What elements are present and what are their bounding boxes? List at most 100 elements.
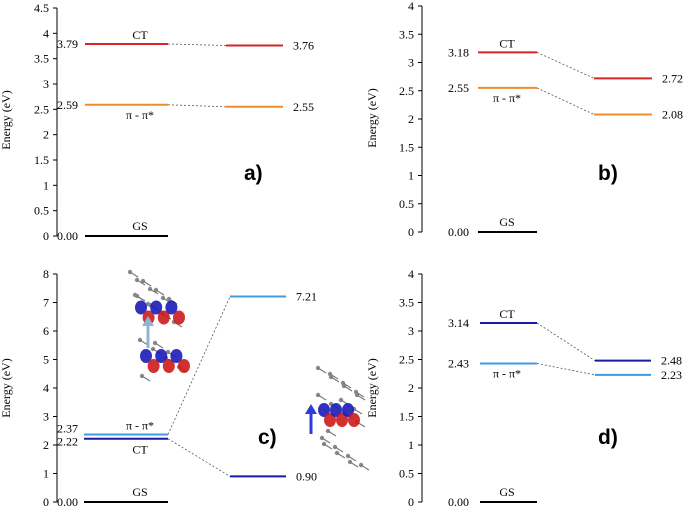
bond xyxy=(342,382,352,389)
bond xyxy=(336,452,346,459)
level-value-label: 2.23 xyxy=(661,368,682,382)
y-tick-label: 0 xyxy=(43,495,49,507)
orbital-lobe xyxy=(147,359,160,373)
orbital-lobe xyxy=(150,300,163,315)
y-tick-label: 3 xyxy=(43,410,49,424)
orbital-lobe xyxy=(330,403,342,417)
orbital-lobe xyxy=(178,359,190,373)
y-tick-label: 3.5 xyxy=(399,296,414,310)
orbital-lobe xyxy=(348,413,360,427)
y-tick-label: 2 xyxy=(408,381,414,395)
bond xyxy=(353,408,363,415)
bond xyxy=(317,367,327,374)
bond xyxy=(136,279,146,286)
y-tick-label: 3.5 xyxy=(34,52,49,66)
y-tick-label: 4 xyxy=(43,26,49,40)
y-tick-label: 1 xyxy=(43,467,49,481)
y-tick-label: 8 xyxy=(43,267,49,281)
y-tick-label: 3 xyxy=(408,56,414,70)
bond xyxy=(355,391,365,398)
state-name-label: CT xyxy=(499,36,515,50)
bond xyxy=(129,271,139,278)
bond xyxy=(317,394,327,401)
level-value-label: 2.08 xyxy=(662,107,683,121)
level-value-label: 0.00 xyxy=(448,225,469,239)
y-tick-label: 1.5 xyxy=(399,410,414,424)
bond xyxy=(349,461,359,468)
state-name-label: π - π* xyxy=(493,91,521,105)
level-value-label: 3.76 xyxy=(293,38,314,52)
panel-c: 0 1 2 3 4 5 6 7 8 Energy (eV) 2.37 π - π* 2.22 CT 0.00… xyxy=(0,267,370,507)
panel-letter: a) xyxy=(244,162,263,185)
y-tick-label: 0 xyxy=(43,229,49,243)
y-tick-label: 1 xyxy=(408,438,414,452)
level-value-label: 2.55 xyxy=(448,81,469,95)
bond xyxy=(154,342,164,349)
y-tick-label: 3 xyxy=(408,324,414,338)
y-tick-label: 1 xyxy=(408,169,414,183)
level-value-label: 3.14 xyxy=(448,316,469,330)
bond xyxy=(141,375,151,382)
orbital-lobe xyxy=(336,413,348,427)
bond xyxy=(155,289,165,296)
panel-a: 0 0.5 1 1.5 2 2.5 3 3.5 4 4.5 Energy (eV) 3.79 CT 2.5… xyxy=(0,1,314,243)
y-tick-label: 0.5 xyxy=(399,197,414,211)
state-name-label: GS xyxy=(499,485,514,499)
y-tick-label: 4 xyxy=(43,381,49,395)
state-name-label: π - π* xyxy=(126,418,154,432)
level-value-label: 2.37 xyxy=(57,421,78,435)
y-tick-label: 4.5 xyxy=(34,1,49,15)
y-axis-title: Energy (eV) xyxy=(0,90,13,149)
y-tick-label: 2 xyxy=(43,438,49,452)
y-tick-label: 2.5 xyxy=(34,102,49,116)
level-connector xyxy=(536,51,595,79)
y-tick-label: 4 xyxy=(408,267,414,281)
state-name-label: π - π* xyxy=(493,366,521,380)
y-tick-label: 2 xyxy=(408,112,414,126)
bond xyxy=(356,394,366,401)
bond xyxy=(136,295,146,302)
level-value-label: 2.48 xyxy=(661,354,682,368)
y-tick-label: 2.5 xyxy=(399,84,414,98)
orbital-lobe xyxy=(342,403,354,417)
bond xyxy=(360,464,370,471)
level-connector xyxy=(536,322,596,361)
level-value-label: 2.55 xyxy=(293,100,314,114)
level-connector xyxy=(167,43,227,46)
orbital-lobe xyxy=(162,359,175,373)
state-name-label: CT xyxy=(132,28,148,42)
orbital-lobe xyxy=(165,300,178,315)
bond xyxy=(347,455,357,462)
level-value-label: 3.18 xyxy=(448,45,469,59)
transition-arrowhead xyxy=(142,316,154,326)
bond xyxy=(321,437,331,444)
panel-d: 0 0.5 1 1.5 2 2.5 3 3.5 4 Energy (eV) 3.14 CT 2.43 π … xyxy=(365,267,682,507)
panel-letter: c) xyxy=(258,426,277,449)
panel-letter: d) xyxy=(598,426,618,449)
state-name-label: GS xyxy=(132,485,147,499)
level-value-label: 0.90 xyxy=(296,469,317,483)
y-tick-label: 0 xyxy=(408,495,414,507)
state-name-label: GS xyxy=(132,219,147,233)
panel-letter: b) xyxy=(598,162,618,185)
y-axis-title: Energy (eV) xyxy=(365,88,379,147)
level-value-label: 2.72 xyxy=(662,71,683,85)
y-tick-label: 2 xyxy=(43,128,49,142)
orbital-lobe xyxy=(155,349,168,363)
y-axis-title: Energy (eV) xyxy=(0,358,13,417)
bond xyxy=(142,280,152,287)
molecular-orbital-image xyxy=(315,365,366,401)
y-tick-label: 1 xyxy=(43,178,49,192)
orbital-lobe xyxy=(170,349,183,363)
state-name-label: π - π* xyxy=(126,108,154,122)
bond xyxy=(149,288,159,295)
state-name-label: CT xyxy=(499,307,515,321)
level-connector xyxy=(167,438,231,477)
orbital-lobe xyxy=(173,310,185,325)
panel-b: 0 0.5 1 1.5 2 2.5 3 3.5 4 Energy (eV) 3.18 CT 2.55 π … xyxy=(365,0,683,239)
level-value-label: 7.21 xyxy=(296,290,317,304)
bond xyxy=(323,443,333,450)
bond xyxy=(327,430,337,437)
state-name-label: CT xyxy=(132,443,148,457)
